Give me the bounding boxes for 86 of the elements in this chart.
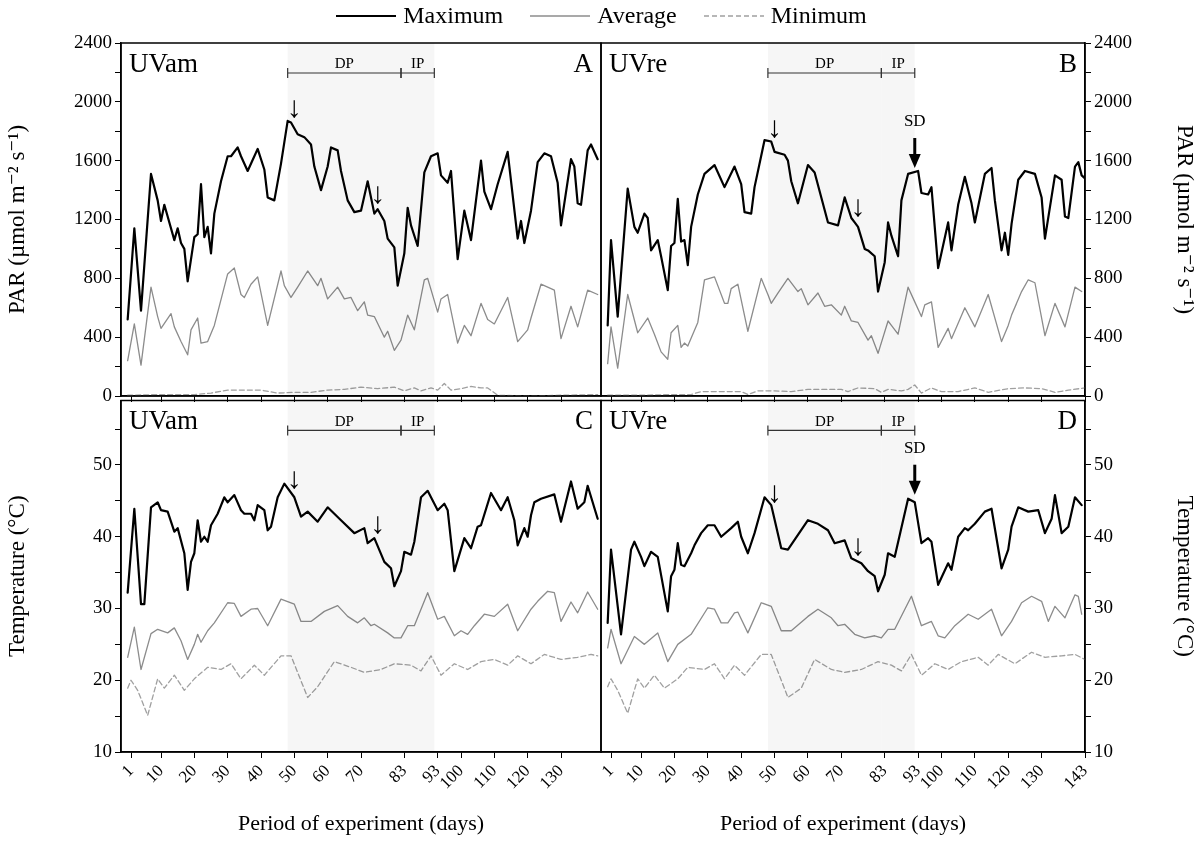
y-tick-label: 2400 [1094,30,1132,52]
annotation: D [1057,404,1077,435]
x-tick-label: 1 [117,760,137,781]
x-tick-label: 30 [688,760,714,787]
x-tick-label: 130 [535,760,567,793]
y-tick-label: 50 [93,452,112,474]
y-tick-label: 20 [93,668,112,690]
legend-label: Average [597,2,677,29]
x-tick-label: 70 [821,760,848,787]
y-tick-label: 20 [1094,668,1113,690]
annotation: UVam [129,404,198,435]
band-label: IP [410,55,425,72]
y-tick-label: 400 [83,325,112,347]
x-tick-label: 83 [865,760,891,787]
band-label: DP [815,55,835,72]
x-tick-label: 10 [141,760,167,787]
y-axis-title: PAR (µmol m⁻² s⁻¹) [3,124,29,315]
y-axis-title: Temperature (°C) [3,495,29,657]
annotation: UVre [609,47,668,78]
x-tick-label: 50 [274,760,301,787]
y-tick-label: 40 [93,524,112,546]
y-tick-label: 1200 [74,207,112,229]
legend-label: Maximum [403,2,504,29]
y-tick-label: 30 [93,596,112,618]
y-tick-label: 2000 [74,89,112,111]
x-tick-label: 60 [788,760,814,787]
x-tick-label: 120 [982,760,1015,793]
annotation: ↓ [370,175,386,209]
y-tick-label: 1600 [74,148,112,170]
x-tick-label: 110 [949,760,981,792]
annotation: ↓ [767,109,783,143]
x-axis-title: Period of experiment (days) [719,809,967,835]
y-axis-title: PAR (µmol m⁻² s⁻¹) [1173,124,1199,315]
band-label: IP [891,55,905,72]
annotation: A [573,47,594,78]
x-axis-title: Period of experiment (days) [237,809,485,835]
y-tick-label: 0 [1094,383,1104,405]
legend-label: Minimum [770,2,867,29]
x-tick-label: 120 [502,760,534,793]
y-tick-label: 50 [1094,452,1113,474]
y-tick-label: 10 [1094,739,1113,761]
x-tick-label: 50 [755,760,781,787]
annotation: C [574,404,593,435]
y-tick-label: 40 [1094,524,1113,546]
y-tick-label: 0 [102,383,112,405]
x-tick-label: 20 [654,760,681,787]
annotation: UVre [609,404,668,435]
y-tick-label: 800 [1094,266,1123,288]
annotation: SD [903,110,926,130]
y-tick-label: 800 [83,266,112,288]
y-tick-label: 2400 [74,30,112,52]
annotation: ↓ [286,461,302,495]
x-tick-label: 130 [1016,760,1048,793]
annotation: ↓ [767,474,783,508]
annotation: SD [903,437,926,457]
y-tick-label: 30 [1094,596,1113,618]
band-label: IP [891,412,905,429]
x-tick-label: 30 [208,760,234,787]
band-label: DP [815,412,835,429]
x-tick-label: 10 [621,760,648,787]
band-label: DP [334,412,354,429]
x-tick-label: 110 [469,760,501,792]
y-tick-label: 2000 [1094,89,1132,111]
line-series [127,653,599,717]
annotation: ↓ [850,189,866,223]
x-tick-label: 40 [721,760,748,787]
x-tick-label: 40 [241,760,267,787]
annotation: ↓ [286,90,302,124]
y-tick-label: 1200 [1094,207,1132,229]
y-axis-title: Temperature (°C) [1173,495,1199,657]
band-label: DP [334,55,354,72]
annotation: UVam [129,47,198,78]
x-tick-label: 143 [1059,760,1091,793]
x-tick-label: 83 [384,760,411,787]
line-series [607,651,1085,714]
band-label: IP [410,412,425,429]
y-tick-label: 1600 [1094,148,1132,170]
y-tick-label: 400 [1094,325,1123,347]
annotation: ↓ [370,506,386,540]
x-tick-label: 60 [308,760,334,787]
y-tick-label: 10 [93,739,112,761]
annotation: ↓ [850,527,866,561]
x-tick-label: 70 [341,760,367,787]
x-tick-label: 20 [174,760,201,787]
annotation: B [1058,47,1077,78]
x-tick-label: 1 [597,760,617,781]
